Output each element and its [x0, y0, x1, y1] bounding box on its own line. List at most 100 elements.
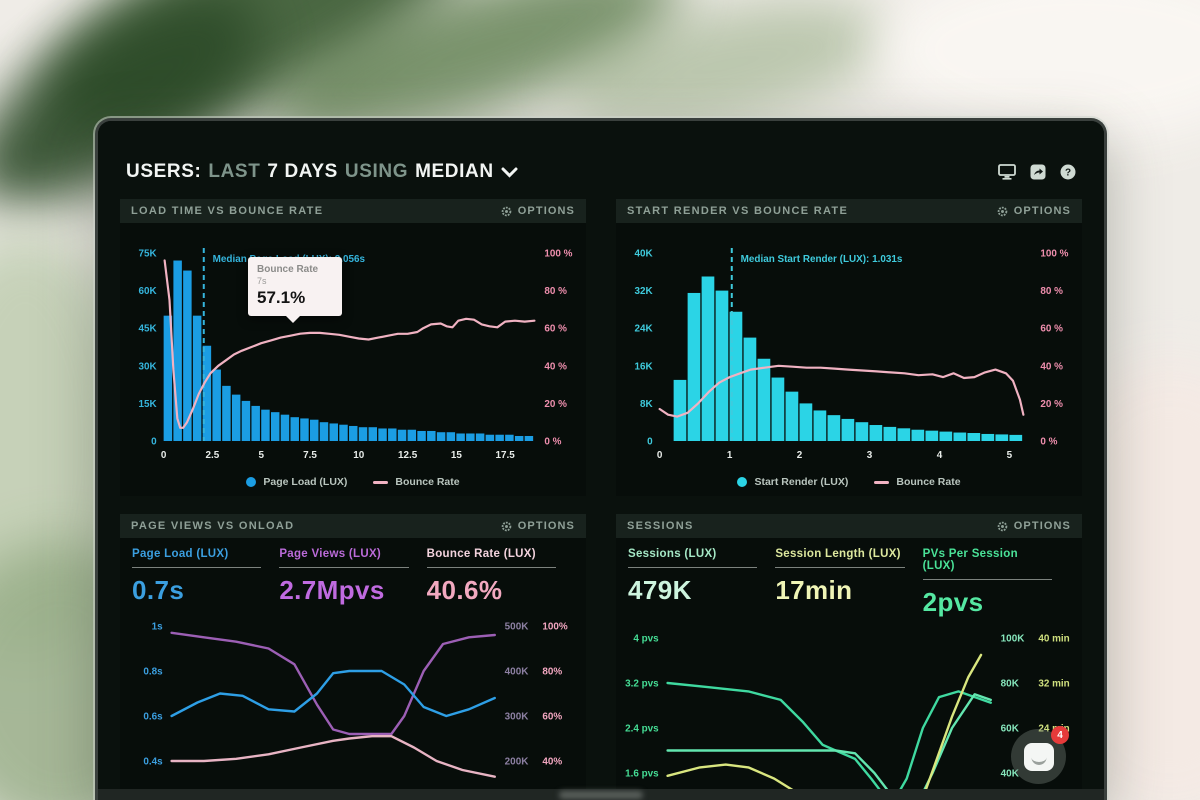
options-label: OPTIONS — [1013, 520, 1071, 532]
metric-page-views: Page Views (LUX) 2.7Mpvs — [279, 548, 426, 606]
options-label: OPTIONS — [1013, 205, 1071, 217]
svg-text:0: 0 — [151, 436, 157, 447]
tooltip-x-value: 7s — [257, 276, 267, 286]
gear-icon — [501, 521, 512, 531]
chart-area[interactable]: 75K 60K 45K 30K 15K 0 100 % 80 % 60 % 40 % 20 % 0 %… — [120, 223, 586, 472]
legend-dot-icon — [246, 477, 257, 487]
svg-text:1: 1 — [727, 450, 733, 461]
svg-text:0: 0 — [657, 450, 663, 461]
svg-text:16K: 16K — [635, 361, 654, 372]
dashboard-screen: USERS: LAST 7 DAYS USING MEDIAN — [98, 121, 1104, 800]
svg-text:20 %: 20 % — [1040, 399, 1063, 410]
start-render-histogram[interactable]: 40K 32K 24K 16K 8K 0 100 % 80 % 60 % 40 % 20 % 0 % 0… — [618, 227, 1080, 467]
svg-text:80 %: 80 % — [544, 286, 567, 297]
chart-area[interactable]: 40K 32K 24K 16K 8K 0 100 % 80 % 60 % 40 % 20 % 0 % 0… — [616, 223, 1082, 472]
svg-text:10: 10 — [353, 450, 364, 461]
panel-header: PAGE VIEWS VS ONLOAD OPTIONS — [120, 514, 586, 538]
dashboard-title-dropdown[interactable]: USERS: LAST 7 DAYS USING MEDIAN — [126, 161, 518, 183]
share-icon[interactable] — [1030, 164, 1046, 180]
sessions-line-chart[interactable]: 4 pvs 3.2 pvs 2.4 pvs 1.6 pvs 100K 40 min 80K 3… — [618, 624, 1080, 799]
legend-page-load[interactable]: Page Load (LUX) — [246, 476, 347, 488]
panel-start-render-vs-bounce-rate: START RENDER VS BOUNCE RATE OPTIONS 40K 3… — [616, 199, 1082, 496]
help-icon[interactable]: ? — [1060, 164, 1076, 180]
chat-bubble-icon — [1023, 742, 1054, 771]
svg-text:200K: 200K — [505, 756, 529, 767]
chat-smile-icon — [1031, 757, 1046, 765]
panel-title: PAGE VIEWS VS ONLOAD — [131, 520, 295, 532]
svg-text:2.4 pvs: 2.4 pvs — [625, 723, 659, 734]
gear-icon — [997, 521, 1008, 531]
laptop-bezel-bottom — [98, 789, 1104, 800]
metric-sessions: Sessions (LUX) 479K — [628, 548, 775, 618]
title-median: MEDIAN — [415, 161, 494, 182]
options-label: OPTIONS — [517, 205, 575, 217]
metric-label: Page Views (LUX) — [279, 548, 409, 568]
svg-text:40K: 40K — [1001, 768, 1020, 779]
title-last: LAST — [208, 161, 261, 182]
options-button[interactable]: OPTIONS — [997, 205, 1071, 217]
chart-legend: Page Load (LUX) Bounce Rate — [120, 472, 586, 496]
svg-text:1s: 1s — [152, 621, 163, 632]
svg-text:2.5: 2.5 — [206, 450, 220, 461]
metric-session-length: Session Length (LUX) 17min — [775, 548, 922, 618]
gear-icon — [501, 206, 512, 216]
svg-text:0.4s: 0.4s — [143, 756, 163, 767]
metrics-row: Page Load (LUX) 0.7s Page Views (LUX) 2.… — [120, 538, 586, 608]
svg-text:12.5: 12.5 — [398, 450, 418, 461]
svg-text:32 min: 32 min — [1038, 678, 1069, 689]
display-icon[interactable] — [998, 164, 1016, 180]
svg-text:17.5: 17.5 — [496, 450, 516, 461]
tooltip-title: Bounce Rate — [257, 264, 319, 275]
svg-text:32K: 32K — [635, 286, 654, 297]
options-button[interactable]: OPTIONS — [997, 520, 1071, 532]
svg-text:80%: 80% — [542, 666, 562, 677]
svg-text:Median Start Render (LUX): 1.0: Median Start Render (LUX): 1.031s — [741, 254, 903, 265]
header-icon-group: ? — [998, 164, 1076, 180]
svg-text:40K: 40K — [635, 248, 654, 259]
load-time-histogram[interactable]: 75K 60K 45K 30K 15K 0 100 % 80 % 60 % 40 % 20 % 0 %… — [122, 227, 584, 467]
page-views-line-chart[interactable]: 1s 0.8s 0.6s 0.4s 500K 100% 400K 80% 300K 60% 200K… — [122, 612, 584, 782]
chart-area[interactable]: 1s 0.8s 0.6s 0.4s 500K 100% 400K 80% 300K 60% 200K… — [120, 608, 586, 787]
laptop-frame: USERS: LAST 7 DAYS USING MEDIAN — [95, 118, 1107, 800]
options-button[interactable]: OPTIONS — [501, 205, 575, 217]
svg-text:500K: 500K — [505, 621, 529, 632]
svg-text:30K: 30K — [139, 361, 158, 372]
svg-text:8K: 8K — [640, 399, 653, 410]
chart-area[interactable]: 4 pvs 3.2 pvs 2.4 pvs 1.6 pvs 100K 40 min 80K 3… — [616, 620, 1082, 799]
chevron-down-icon[interactable] — [501, 167, 518, 178]
svg-text:?: ? — [1065, 168, 1071, 179]
svg-text:5: 5 — [258, 450, 264, 461]
panel-page-views-vs-onload: PAGE VIEWS VS ONLOAD OPTIONS Page Load (… — [120, 514, 586, 799]
svg-text:2: 2 — [797, 450, 803, 461]
legend-start-render[interactable]: Start Render (LUX) — [737, 476, 848, 488]
legend-bounce-rate[interactable]: Bounce Rate — [874, 476, 961, 488]
chat-launcher-button[interactable]: 4 — [1011, 726, 1069, 784]
metric-label: Session Length (LUX) — [775, 548, 905, 568]
title-users: USERS: — [126, 161, 202, 182]
metric-value: 0.7s — [132, 575, 185, 605]
options-button[interactable]: OPTIONS — [501, 520, 575, 532]
panel-header: START RENDER VS BOUNCE RATE OPTIONS — [616, 199, 1082, 223]
metric-value: 40.6% — [426, 575, 503, 605]
metric-value: 479K — [628, 575, 692, 605]
svg-text:3: 3 — [867, 450, 873, 461]
svg-text:80 %: 80 % — [1040, 286, 1063, 297]
svg-text:40%: 40% — [542, 756, 562, 767]
svg-text:100K: 100K — [1001, 633, 1025, 644]
legend-label: Start Render (LUX) — [754, 476, 849, 488]
legend-label: Bounce Rate — [395, 476, 460, 488]
svg-text:75K: 75K — [139, 248, 158, 259]
svg-text:4: 4 — [937, 450, 943, 461]
svg-text:80K: 80K — [1001, 678, 1020, 689]
metric-label: Bounce Rate (LUX) — [426, 548, 556, 568]
svg-text:3.2 pvs: 3.2 pvs — [625, 678, 659, 689]
svg-text:0.6s: 0.6s — [143, 711, 163, 722]
laptop-logo-blur — [559, 791, 643, 799]
legend-bounce-rate[interactable]: Bounce Rate — [373, 476, 460, 488]
svg-text:0: 0 — [647, 436, 653, 447]
svg-text:0 %: 0 % — [1040, 436, 1057, 447]
panel-header: SESSIONS OPTIONS — [616, 514, 1082, 538]
svg-text:0: 0 — [161, 450, 167, 461]
metric-value: 2.7Mpvs — [279, 575, 385, 605]
svg-text:60 %: 60 % — [1040, 324, 1063, 335]
